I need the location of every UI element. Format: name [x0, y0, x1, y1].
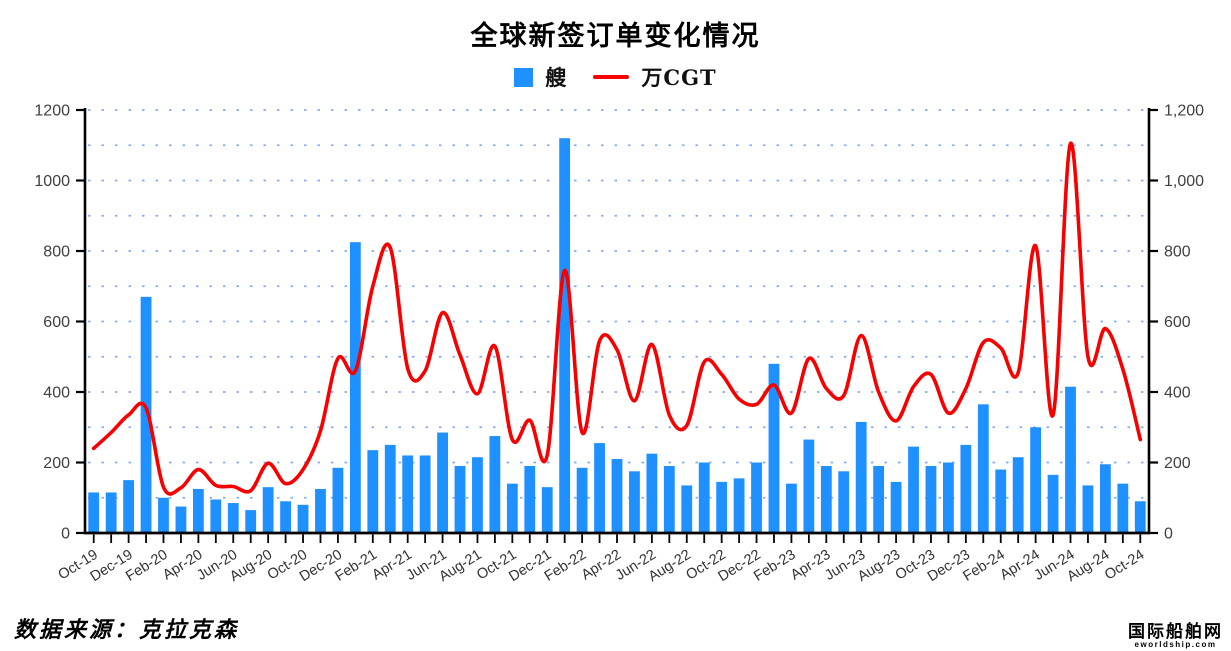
bar-May-21 [419, 455, 431, 533]
bar-Oct-23 [925, 466, 937, 533]
right-tick-label: 1,200 [1164, 103, 1204, 120]
chart-title: 全球新签订单变化情况 [470, 21, 761, 52]
bar-Aug-24 [1099, 464, 1111, 533]
bar-Dec-23 [960, 444, 972, 534]
bar-Feb-21 [367, 450, 379, 533]
line-swatch-icon [593, 75, 630, 79]
x-axis-ticks [92, 534, 1142, 543]
bar-Dec-22 [751, 462, 762, 533]
watermark-url: eworldship.com [1134, 639, 1217, 649]
right-axis-labels: 0 200 400 600 800 1,000 1,200 [1149, 103, 1204, 543]
bar-Oct-21 [506, 483, 518, 533]
left-tick-label: 1000 [34, 173, 70, 190]
bar-Feb-22 [576, 467, 588, 533]
bar-Feb-24 [995, 469, 1007, 533]
bar-Jan-20 [140, 296, 152, 533]
bar-Nov-23 [943, 462, 954, 533]
bar-Jul-20 [245, 510, 257, 533]
bar-Jan-23 [768, 363, 780, 533]
watermark-title: 国际船舶网 [1128, 621, 1223, 641]
bar-Nov-19 [105, 492, 117, 533]
bar-Jan-24 [977, 404, 989, 533]
bar-Sep-23 [908, 446, 919, 533]
right-tick-label: 200 [1164, 455, 1191, 472]
bar-Apr-22 [611, 458, 623, 533]
x-axis-labels: Oct-19Dec-19Feb-20Apr-20Jun-20Aug-20Oct-… [55, 547, 1147, 585]
bar-Mar-22 [594, 443, 605, 533]
bar-Mar-20 [175, 506, 187, 533]
legend-label-cgt: 万CGT [641, 65, 717, 90]
bar-Jun-20 [227, 503, 239, 533]
bar-series [88, 138, 1146, 534]
left-tick-label: 800 [43, 244, 70, 261]
legend: 艘 万CGT [0, 62, 1231, 92]
bar-Oct-20 [297, 504, 309, 533]
right-tick-label: 0 [1164, 526, 1173, 543]
bar-Dec-20 [332, 467, 344, 533]
bar-Oct-19 [88, 492, 100, 533]
bar-Sep-21 [489, 436, 501, 533]
bar-Jun-21 [437, 432, 448, 533]
legend-label-ships: 艘 [545, 65, 568, 90]
line-series [91, 141, 1143, 496]
bar-Apr-21 [402, 455, 414, 533]
bar-Nov-21 [524, 466, 536, 533]
bar-Aug-23 [890, 481, 902, 533]
source-note: 数据来源：克拉克森 [14, 617, 240, 643]
bar-Jul-21 [454, 466, 466, 533]
bar-May-24 [1047, 474, 1059, 533]
bar-Jul-24 [1082, 485, 1094, 533]
bar-swatch-icon [514, 67, 534, 87]
bar-Feb-23 [786, 483, 797, 533]
bar-Jan-22 [559, 138, 571, 533]
bar-Jun-23 [855, 421, 867, 533]
left-tick-label: 600 [43, 314, 70, 331]
legend-item-cgt: 万CGT [593, 62, 716, 92]
bar-Apr-24 [1030, 427, 1042, 533]
left-tick-label: 200 [43, 455, 70, 472]
bar-Apr-20 [192, 488, 204, 533]
bar-May-22 [629, 471, 640, 533]
right-tick-label: 1,000 [1164, 173, 1204, 190]
cgt-line [91, 141, 1143, 496]
right-tick-label: 600 [1164, 314, 1191, 331]
bar-Jun-24 [1065, 386, 1076, 533]
bar-Sep-20 [280, 501, 291, 533]
left-axis-labels: 0 200 400 600 800 1000 1200 [34, 103, 85, 543]
bar-Aug-20 [262, 487, 274, 533]
bar-Mar-24 [1012, 457, 1024, 533]
left-tick-label: 1200 [34, 103, 70, 120]
bar-May-23 [838, 471, 850, 533]
bar-Oct-24 [1134, 501, 1146, 533]
left-tick-label: 0 [61, 526, 70, 543]
bar-Jan-21 [349, 242, 361, 533]
bar-Nov-22 [733, 478, 745, 533]
bar-Dec-19 [123, 480, 135, 534]
bar-Nov-20 [315, 488, 326, 533]
watermark-logo: 国际船舶网 eworldship.com [1128, 621, 1223, 649]
bar-Dec-21 [541, 487, 553, 533]
bar-Jun-22 [646, 453, 658, 533]
x-tick-label: Oct-24 [1102, 547, 1147, 584]
bar-Sep-24 [1117, 483, 1129, 533]
bar-Aug-22 [681, 485, 693, 533]
bar-Feb-20 [158, 497, 169, 533]
left-tick-label: 400 [43, 385, 70, 402]
combo-chart: 0 200 400 600 800 1000 1200 0 200 400 600 800 1,000 1… [34, 103, 1204, 586]
bar-Oct-22 [716, 481, 728, 533]
right-tick-label: 800 [1164, 244, 1191, 261]
bar-Mar-23 [803, 439, 815, 533]
bar-Mar-21 [384, 444, 396, 534]
bar-Jul-22 [663, 466, 675, 533]
right-tick-label: 400 [1164, 385, 1191, 402]
legend-item-ships: 艘 [514, 62, 567, 92]
bar-Aug-21 [472, 457, 483, 533]
bar-Sep-22 [698, 462, 710, 533]
bar-Apr-23 [820, 466, 832, 533]
bar-Jul-23 [873, 466, 885, 533]
bar-May-20 [210, 499, 222, 533]
